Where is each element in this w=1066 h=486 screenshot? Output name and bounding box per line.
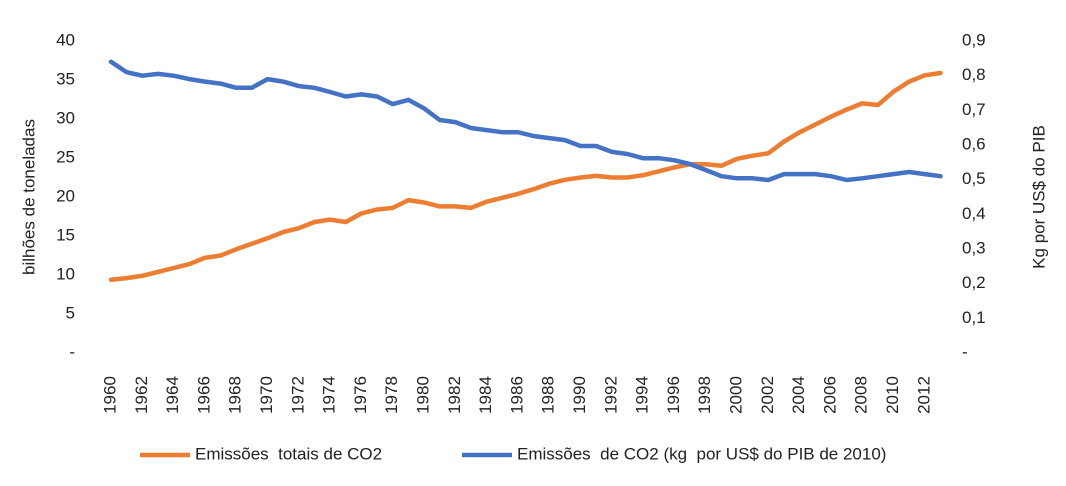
series-line bbox=[108, 70, 943, 282]
y-tick-label: 35 bbox=[56, 69, 75, 88]
x-tick-label: 1998 bbox=[695, 376, 714, 414]
x-tick-label: 2006 bbox=[820, 376, 839, 414]
y2-tick-label: 0,8 bbox=[962, 65, 986, 84]
y2-tick-label: 0,9 bbox=[962, 30, 986, 49]
x-tick-label: 1992 bbox=[601, 376, 620, 414]
x-tick-label: 1968 bbox=[226, 376, 245, 414]
x-tick-label: 1964 bbox=[163, 376, 182, 414]
y-tick-label: 25 bbox=[56, 147, 75, 166]
x-tick-label: 1996 bbox=[664, 376, 683, 414]
y2-tick-label: 0,3 bbox=[962, 238, 986, 257]
y2-axis-label: Kg por US$ do PIB bbox=[1029, 125, 1048, 269]
x-tick-label: 1962 bbox=[132, 376, 151, 414]
series-line bbox=[108, 59, 943, 183]
y2-tick-label: 0,2 bbox=[962, 273, 986, 292]
x-tick-label: 2000 bbox=[726, 376, 745, 414]
x-tick-label: 1978 bbox=[382, 376, 401, 414]
x-tick-label: 1986 bbox=[507, 376, 526, 414]
y2-tick-label: 0,5 bbox=[962, 169, 986, 188]
x-tick-label: 1976 bbox=[351, 376, 370, 414]
x-tick-label: 1982 bbox=[445, 376, 464, 414]
x-tick-label: 2002 bbox=[758, 376, 777, 414]
x-tick-label: 1972 bbox=[288, 376, 307, 414]
x-tick-label: 1974 bbox=[320, 376, 339, 414]
y-tick-label: 20 bbox=[56, 186, 75, 205]
x-tick-label: 1980 bbox=[413, 376, 432, 414]
x-tick-label: 1960 bbox=[100, 376, 119, 414]
y-tick-label: 40 bbox=[56, 30, 75, 49]
legend-label: Emissões totais de CO2 bbox=[195, 444, 382, 463]
y-tick-label: 30 bbox=[56, 108, 75, 127]
x-tick-label: 1990 bbox=[570, 376, 589, 414]
x-tick-label: 2008 bbox=[852, 376, 871, 414]
y-tick-label: 10 bbox=[56, 264, 75, 283]
x-tick-label: 1988 bbox=[539, 376, 558, 414]
x-tick-label: 2010 bbox=[883, 376, 902, 414]
legend-label: Emissões de CO2 (kg por US$ do PIB de 20… bbox=[517, 444, 886, 463]
x-tick-label: 1966 bbox=[194, 376, 213, 414]
y-tick-label: 5 bbox=[66, 303, 75, 322]
y2-tick-label: - bbox=[962, 342, 968, 361]
y-tick-label: - bbox=[69, 342, 75, 361]
x-tick-label: 1970 bbox=[257, 376, 276, 414]
y2-tick-label: 0,1 bbox=[962, 308, 986, 327]
y-axis-label: bilhões de toneladas bbox=[19, 119, 38, 275]
x-tick-label: 2004 bbox=[789, 376, 808, 414]
x-tick-label: 1984 bbox=[476, 376, 495, 414]
y2-tick-label: 0,4 bbox=[962, 204, 986, 223]
x-tick-label: 1994 bbox=[633, 376, 652, 414]
x-tick-label: 2012 bbox=[914, 376, 933, 414]
y2-tick-label: 0,7 bbox=[962, 100, 986, 119]
y-tick-label: 15 bbox=[56, 225, 75, 244]
y2-tick-label: 0,6 bbox=[962, 134, 986, 153]
